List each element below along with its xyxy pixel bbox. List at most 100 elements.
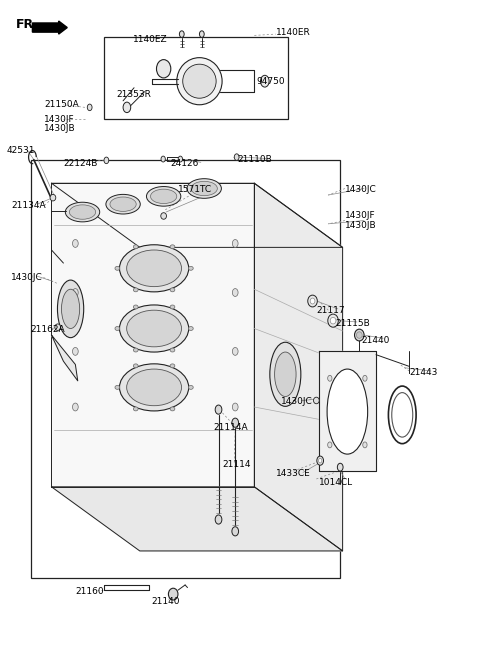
- Ellipse shape: [120, 245, 189, 292]
- Text: 1430JB: 1430JB: [345, 221, 377, 230]
- Ellipse shape: [180, 31, 184, 37]
- Ellipse shape: [189, 327, 193, 330]
- Text: 21134A: 21134A: [11, 201, 46, 210]
- Text: 21353R: 21353R: [116, 90, 151, 99]
- Text: 21140: 21140: [152, 597, 180, 606]
- Ellipse shape: [388, 386, 416, 443]
- Polygon shape: [51, 487, 343, 551]
- Text: 21160: 21160: [75, 587, 104, 596]
- Text: 94750: 94750: [257, 77, 285, 85]
- Text: 1430JF: 1430JF: [345, 212, 376, 221]
- Text: 21162A: 21162A: [30, 325, 65, 334]
- Ellipse shape: [161, 156, 165, 162]
- Text: 1140ER: 1140ER: [276, 28, 311, 37]
- Ellipse shape: [55, 324, 60, 330]
- Ellipse shape: [133, 245, 138, 249]
- Ellipse shape: [313, 397, 319, 404]
- Ellipse shape: [133, 288, 138, 292]
- Ellipse shape: [127, 250, 181, 286]
- Ellipse shape: [127, 369, 181, 406]
- Ellipse shape: [189, 386, 193, 390]
- Ellipse shape: [123, 102, 131, 112]
- Ellipse shape: [355, 329, 364, 341]
- Text: 1014CL: 1014CL: [319, 478, 353, 487]
- Polygon shape: [51, 183, 254, 487]
- Ellipse shape: [133, 364, 138, 368]
- Ellipse shape: [261, 76, 269, 87]
- Ellipse shape: [72, 240, 78, 248]
- Text: FR.: FR.: [16, 18, 39, 31]
- Text: 21115B: 21115B: [336, 319, 370, 328]
- Ellipse shape: [146, 187, 181, 206]
- Ellipse shape: [72, 403, 78, 411]
- Ellipse shape: [161, 213, 167, 219]
- Ellipse shape: [232, 288, 238, 296]
- Ellipse shape: [178, 156, 182, 162]
- Ellipse shape: [232, 403, 238, 411]
- Text: 1430JF: 1430JF: [44, 115, 75, 124]
- Ellipse shape: [363, 442, 367, 448]
- Ellipse shape: [177, 58, 222, 104]
- Text: 21114A: 21114A: [214, 424, 248, 432]
- Ellipse shape: [328, 442, 332, 448]
- Ellipse shape: [120, 305, 189, 352]
- Ellipse shape: [232, 418, 239, 427]
- Ellipse shape: [327, 369, 368, 454]
- Ellipse shape: [110, 197, 136, 212]
- Ellipse shape: [330, 317, 336, 324]
- Text: 21440: 21440: [362, 336, 390, 345]
- Text: 24126: 24126: [171, 159, 199, 168]
- Ellipse shape: [232, 240, 238, 248]
- Ellipse shape: [133, 407, 138, 411]
- Bar: [31, 160, 340, 578]
- Text: 1430JC: 1430JC: [281, 397, 312, 406]
- Ellipse shape: [357, 332, 362, 338]
- Ellipse shape: [328, 375, 332, 381]
- Text: 21110B: 21110B: [238, 155, 272, 164]
- Ellipse shape: [115, 327, 120, 330]
- Ellipse shape: [310, 298, 315, 304]
- Ellipse shape: [170, 288, 175, 292]
- Ellipse shape: [87, 104, 92, 110]
- Ellipse shape: [65, 202, 100, 222]
- Ellipse shape: [183, 64, 216, 98]
- Ellipse shape: [61, 289, 80, 328]
- Text: 42531: 42531: [6, 146, 35, 155]
- Ellipse shape: [106, 194, 140, 214]
- Polygon shape: [254, 183, 343, 551]
- Ellipse shape: [189, 266, 193, 270]
- Ellipse shape: [215, 405, 222, 414]
- Text: 21150A: 21150A: [44, 101, 79, 109]
- Ellipse shape: [58, 280, 84, 338]
- Ellipse shape: [199, 31, 204, 37]
- Text: 21117: 21117: [316, 306, 345, 315]
- Polygon shape: [51, 183, 343, 248]
- Ellipse shape: [363, 375, 367, 381]
- Ellipse shape: [275, 352, 296, 397]
- FancyArrow shape: [33, 21, 67, 34]
- Ellipse shape: [168, 588, 178, 600]
- Ellipse shape: [170, 407, 175, 411]
- Text: 1430JC: 1430JC: [345, 185, 377, 194]
- Ellipse shape: [270, 342, 301, 406]
- Ellipse shape: [319, 459, 322, 463]
- Text: 1433CE: 1433CE: [276, 469, 311, 478]
- Ellipse shape: [156, 60, 171, 78]
- Ellipse shape: [215, 515, 222, 524]
- Bar: [104, 37, 288, 119]
- Ellipse shape: [232, 527, 239, 536]
- Ellipse shape: [127, 310, 181, 347]
- Ellipse shape: [392, 393, 413, 437]
- Ellipse shape: [115, 386, 120, 390]
- Ellipse shape: [120, 364, 189, 411]
- Ellipse shape: [317, 456, 324, 465]
- Polygon shape: [319, 351, 376, 471]
- Ellipse shape: [115, 266, 120, 270]
- Ellipse shape: [72, 348, 78, 355]
- Text: 1430JC: 1430JC: [11, 273, 43, 282]
- Text: 1140EZ: 1140EZ: [132, 35, 167, 44]
- Text: 1430JB: 1430JB: [44, 124, 76, 133]
- Ellipse shape: [170, 245, 175, 249]
- Ellipse shape: [232, 348, 238, 355]
- Ellipse shape: [151, 189, 177, 204]
